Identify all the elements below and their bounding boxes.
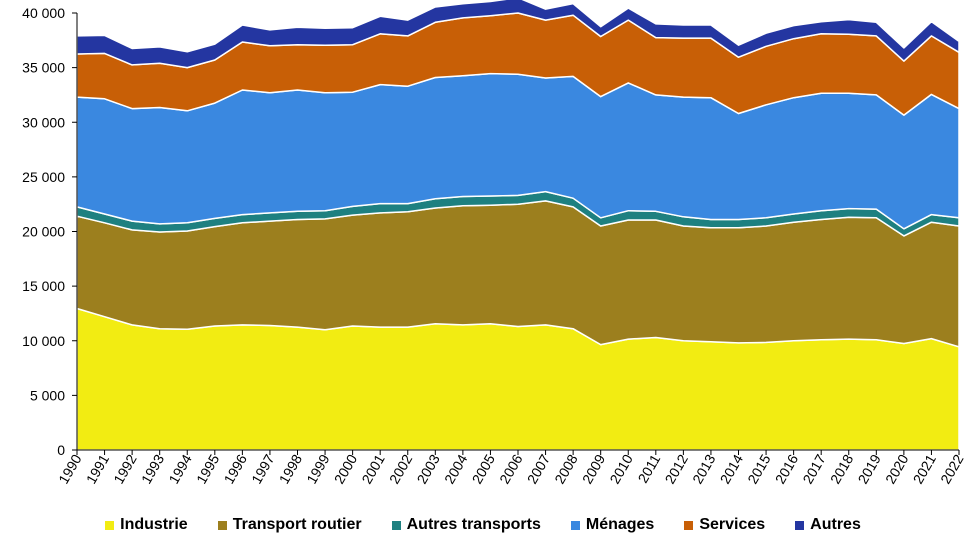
x-tick-label: 2019 <box>854 451 884 486</box>
x-tick-label: 2002 <box>386 451 416 486</box>
y-tick-label: 30 000 <box>22 114 65 130</box>
x-tick-label: 2003 <box>413 451 443 486</box>
x-tick-label: 1996 <box>221 451 251 486</box>
x-tick-label: 1995 <box>193 451 223 486</box>
x-tick-label: 2008 <box>551 451 581 486</box>
x-tick-label: 2004 <box>441 451 471 486</box>
x-tick-label: 2009 <box>579 451 609 486</box>
x-tick-label: 1993 <box>138 451 168 486</box>
x-axis-tick-labels: 1990199119921993199419951996199719981999… <box>55 451 966 486</box>
legend-item-autres: Autres <box>795 516 861 534</box>
x-tick-label: 2010 <box>606 451 636 486</box>
y-tick-label: 10 000 <box>22 333 65 349</box>
x-tick-label: 2013 <box>689 451 719 486</box>
x-tick-label: 2006 <box>496 451 526 486</box>
y-tick-label: 20 000 <box>22 224 65 240</box>
x-tick-label: 2016 <box>772 451 802 486</box>
legend-swatch <box>105 520 115 530</box>
x-tick-label: 1997 <box>248 451 278 486</box>
x-tick-label: 2015 <box>744 451 774 486</box>
area-layer <box>76 0 960 451</box>
y-tick-label: 35 000 <box>22 60 65 76</box>
y-tick-label: 25 000 <box>22 169 65 185</box>
x-tick-label: 1998 <box>276 451 306 486</box>
y-axis-tick-labels: 0 5 000 10 000 15 000 20 000 25 000 30 000 35 0… <box>22 5 65 458</box>
legend-item-menages: Ménages <box>570 516 655 534</box>
legend-label: Services <box>699 516 766 533</box>
legend-item-transport-routier: Transport routier <box>217 516 362 534</box>
x-tick-label: 2012 <box>662 451 692 486</box>
legend-swatch <box>217 520 227 530</box>
x-tick-label: 1991 <box>83 451 113 486</box>
x-tick-label: 1999 <box>303 451 333 486</box>
legend-swatch <box>795 520 805 530</box>
legend-label: Transport routier <box>232 516 362 533</box>
x-tick-label: 2022 <box>937 451 966 486</box>
x-tick-label: 2000 <box>331 451 361 486</box>
axes-layer <box>72 12 960 455</box>
y-tick-label: 0 <box>57 442 65 458</box>
legend-item-industrie: Industrie <box>105 516 188 534</box>
legend-label: Autres <box>810 516 861 533</box>
x-tick-label: 2001 <box>358 451 388 486</box>
y-tick-label: 5 000 <box>30 387 65 403</box>
legend-item-autres-transports: Autres transports <box>391 516 541 534</box>
x-tick-label: 1994 <box>165 451 195 486</box>
x-tick-label: 2017 <box>799 451 829 486</box>
legend-swatch <box>570 520 580 530</box>
x-tick-label: 2021 <box>910 451 940 486</box>
legend-label: Autres transports <box>406 516 541 533</box>
legend-label: Industrie <box>120 516 188 533</box>
x-tick-label: 2018 <box>827 451 857 486</box>
y-tick-label: 40 000 <box>22 5 65 21</box>
legend-item-services: Services <box>684 516 765 534</box>
legend-label: Ménages <box>585 516 655 533</box>
x-tick-label: 2014 <box>717 451 747 486</box>
legend-swatch <box>684 520 694 530</box>
y-tick-label: 15 000 <box>22 278 65 294</box>
x-tick-label: 1992 <box>110 451 140 486</box>
area-series-autres <box>76 0 960 69</box>
x-tick-label: 2020 <box>882 451 912 486</box>
legend: Industrie Transport routier Autres trans… <box>0 514 966 536</box>
x-tick-label: 2007 <box>524 451 554 486</box>
legend-swatch <box>391 520 401 530</box>
x-tick-label: 2005 <box>469 451 499 486</box>
x-tick-label: 2011 <box>634 451 663 485</box>
